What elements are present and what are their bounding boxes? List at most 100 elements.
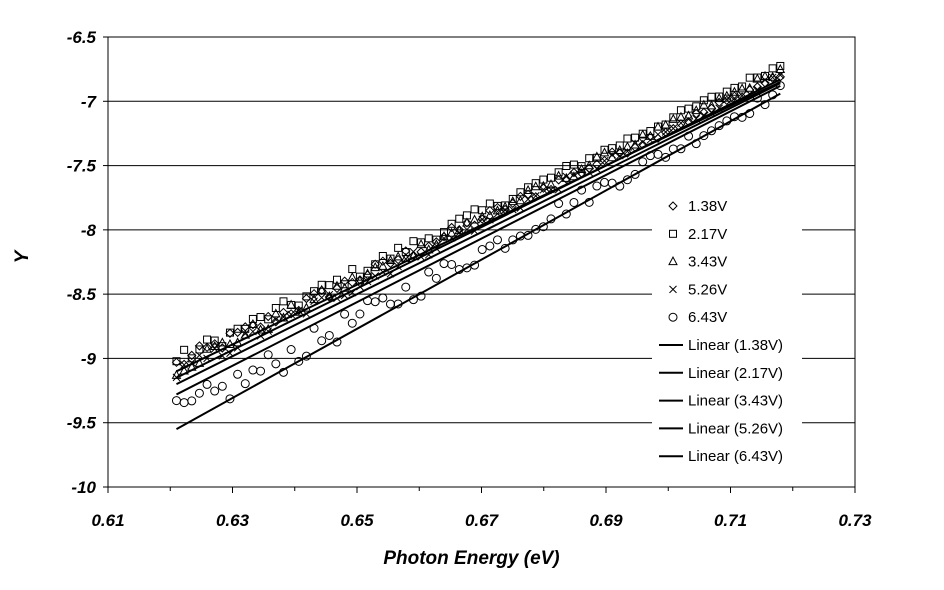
data-point [614, 144, 625, 154]
data-point [478, 206, 487, 215]
x-axis-ticks: 0.61 0.63 0.65 0.67 0.69 0.71 0.73 [91, 487, 872, 530]
data-point [767, 71, 778, 81]
data-point [637, 129, 648, 139]
legend-label: Linear (1.38V) [688, 337, 783, 354]
data-point [707, 126, 717, 136]
data-point [209, 339, 220, 349]
legend-label: Linear (3.43V) [688, 393, 783, 410]
data-point [317, 280, 326, 289]
data-point [485, 210, 495, 220]
data-point [248, 319, 258, 330]
data-point [401, 282, 411, 292]
y-tick-label: -6.5 [67, 28, 97, 47]
data-point [440, 234, 448, 243]
data-point [553, 170, 564, 180]
x-tick-label: 0.61 [91, 511, 124, 530]
data-point [378, 293, 388, 303]
data-point [508, 194, 517, 203]
data-point [638, 157, 648, 167]
data-point [179, 398, 189, 408]
data-point [729, 86, 740, 96]
data-point [530, 181, 541, 191]
data-point [699, 99, 709, 109]
data-point [271, 304, 280, 313]
legend-background [652, 192, 802, 472]
data-point [233, 324, 242, 333]
data-point [485, 199, 494, 208]
data-point [714, 93, 724, 103]
x-tick-label: 0.65 [340, 511, 374, 530]
data-point [478, 215, 487, 224]
data-point [684, 115, 693, 124]
data-point [202, 379, 212, 389]
data-point [232, 327, 243, 338]
data-point [324, 330, 334, 340]
data-point [775, 63, 786, 73]
data-point [271, 359, 281, 369]
data-point [599, 155, 610, 166]
data-point [454, 225, 465, 235]
data-point [745, 73, 754, 82]
x-tick-label: 0.73 [838, 511, 872, 530]
legend-label: Linear (5.26V) [688, 420, 783, 437]
data-point [507, 196, 518, 206]
data-point [554, 168, 563, 177]
data-point [385, 299, 395, 309]
data-point [776, 61, 785, 70]
data-point [256, 366, 266, 376]
data-point [599, 147, 610, 157]
data-point [676, 111, 686, 121]
data-point [294, 356, 304, 366]
data-point [622, 148, 633, 158]
data-point [446, 227, 457, 237]
data-point [462, 218, 472, 228]
data-point [316, 285, 327, 296]
y-tick-label: -9.5 [67, 414, 97, 433]
data-point [646, 127, 655, 136]
data-point [775, 72, 786, 82]
data-point [233, 369, 243, 379]
data-point [332, 280, 342, 290]
data-point [416, 239, 426, 249]
data-point [394, 243, 403, 252]
data-point [301, 351, 311, 361]
data-point [203, 335, 212, 344]
data-point [316, 284, 327, 294]
data-point [462, 217, 472, 227]
legend-label: 3.43V [688, 254, 727, 271]
data-point [286, 309, 296, 319]
data-point [493, 201, 502, 210]
data-point [469, 214, 480, 224]
data-point [362, 268, 373, 278]
data-point [325, 281, 334, 290]
data-point [210, 386, 220, 396]
data-point [271, 317, 281, 327]
data-point [371, 260, 380, 269]
data-point [332, 283, 342, 294]
data-point [592, 181, 602, 191]
data-point [248, 318, 258, 329]
data-point [492, 205, 503, 215]
data-point [347, 272, 358, 282]
data-point [515, 191, 526, 202]
data-point [660, 119, 671, 129]
data-point [776, 71, 785, 79]
data-point [171, 396, 181, 406]
data-point [569, 197, 579, 207]
data-point [263, 311, 273, 322]
data-point [171, 357, 182, 368]
data-point [309, 288, 319, 299]
y-tick-label: -8 [81, 221, 97, 240]
legend-marker [669, 229, 677, 238]
y-tick-label: -8.5 [67, 285, 97, 304]
data-point [668, 113, 679, 123]
trend-line [176, 84, 781, 396]
data-point [340, 309, 350, 319]
data-point [630, 169, 640, 179]
data-point [615, 141, 624, 150]
data-point [317, 336, 327, 346]
data-point [225, 328, 235, 338]
data-point [744, 82, 755, 92]
data-point [370, 262, 381, 272]
data-point [477, 245, 487, 255]
